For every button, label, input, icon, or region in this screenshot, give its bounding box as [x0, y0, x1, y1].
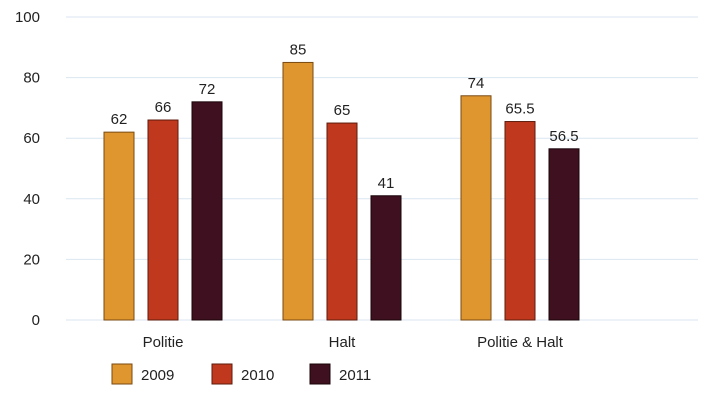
bar	[460, 95, 492, 321]
data-label: 66	[155, 99, 172, 116]
legend-label: 2009	[141, 367, 174, 384]
legend-swatch	[309, 363, 331, 385]
y-tick-label: 0	[32, 312, 40, 329]
y-tick-label: 80	[23, 70, 40, 87]
bar	[147, 119, 179, 321]
data-label: 72	[199, 81, 216, 98]
data-label: 56.5	[549, 128, 578, 145]
bar	[370, 195, 402, 321]
bar	[326, 122, 358, 321]
x-category-label: Politie	[143, 334, 184, 351]
bar	[103, 131, 135, 321]
legend-label: 2011	[339, 367, 371, 384]
legend-swatch	[111, 363, 133, 385]
bar	[282, 61, 314, 321]
x-category-label: Halt	[329, 334, 357, 351]
bar	[548, 148, 580, 321]
data-label: 41	[378, 175, 395, 192]
y-tick-label: 20	[23, 251, 40, 268]
data-label: 62	[111, 111, 128, 128]
y-tick-label: 100	[15, 9, 40, 26]
data-label: 65	[334, 102, 351, 119]
data-label: 85	[290, 41, 307, 58]
x-category-label: Politie & Halt	[477, 334, 564, 351]
y-tick-label: 40	[23, 191, 40, 208]
data-label: 74	[468, 75, 485, 92]
data-label: 65.5	[505, 101, 534, 118]
bar	[191, 101, 223, 321]
legend-swatch	[211, 363, 233, 385]
y-tick-label: 60	[23, 130, 40, 147]
legend-label: 2010	[241, 367, 274, 384]
bar	[504, 121, 536, 321]
